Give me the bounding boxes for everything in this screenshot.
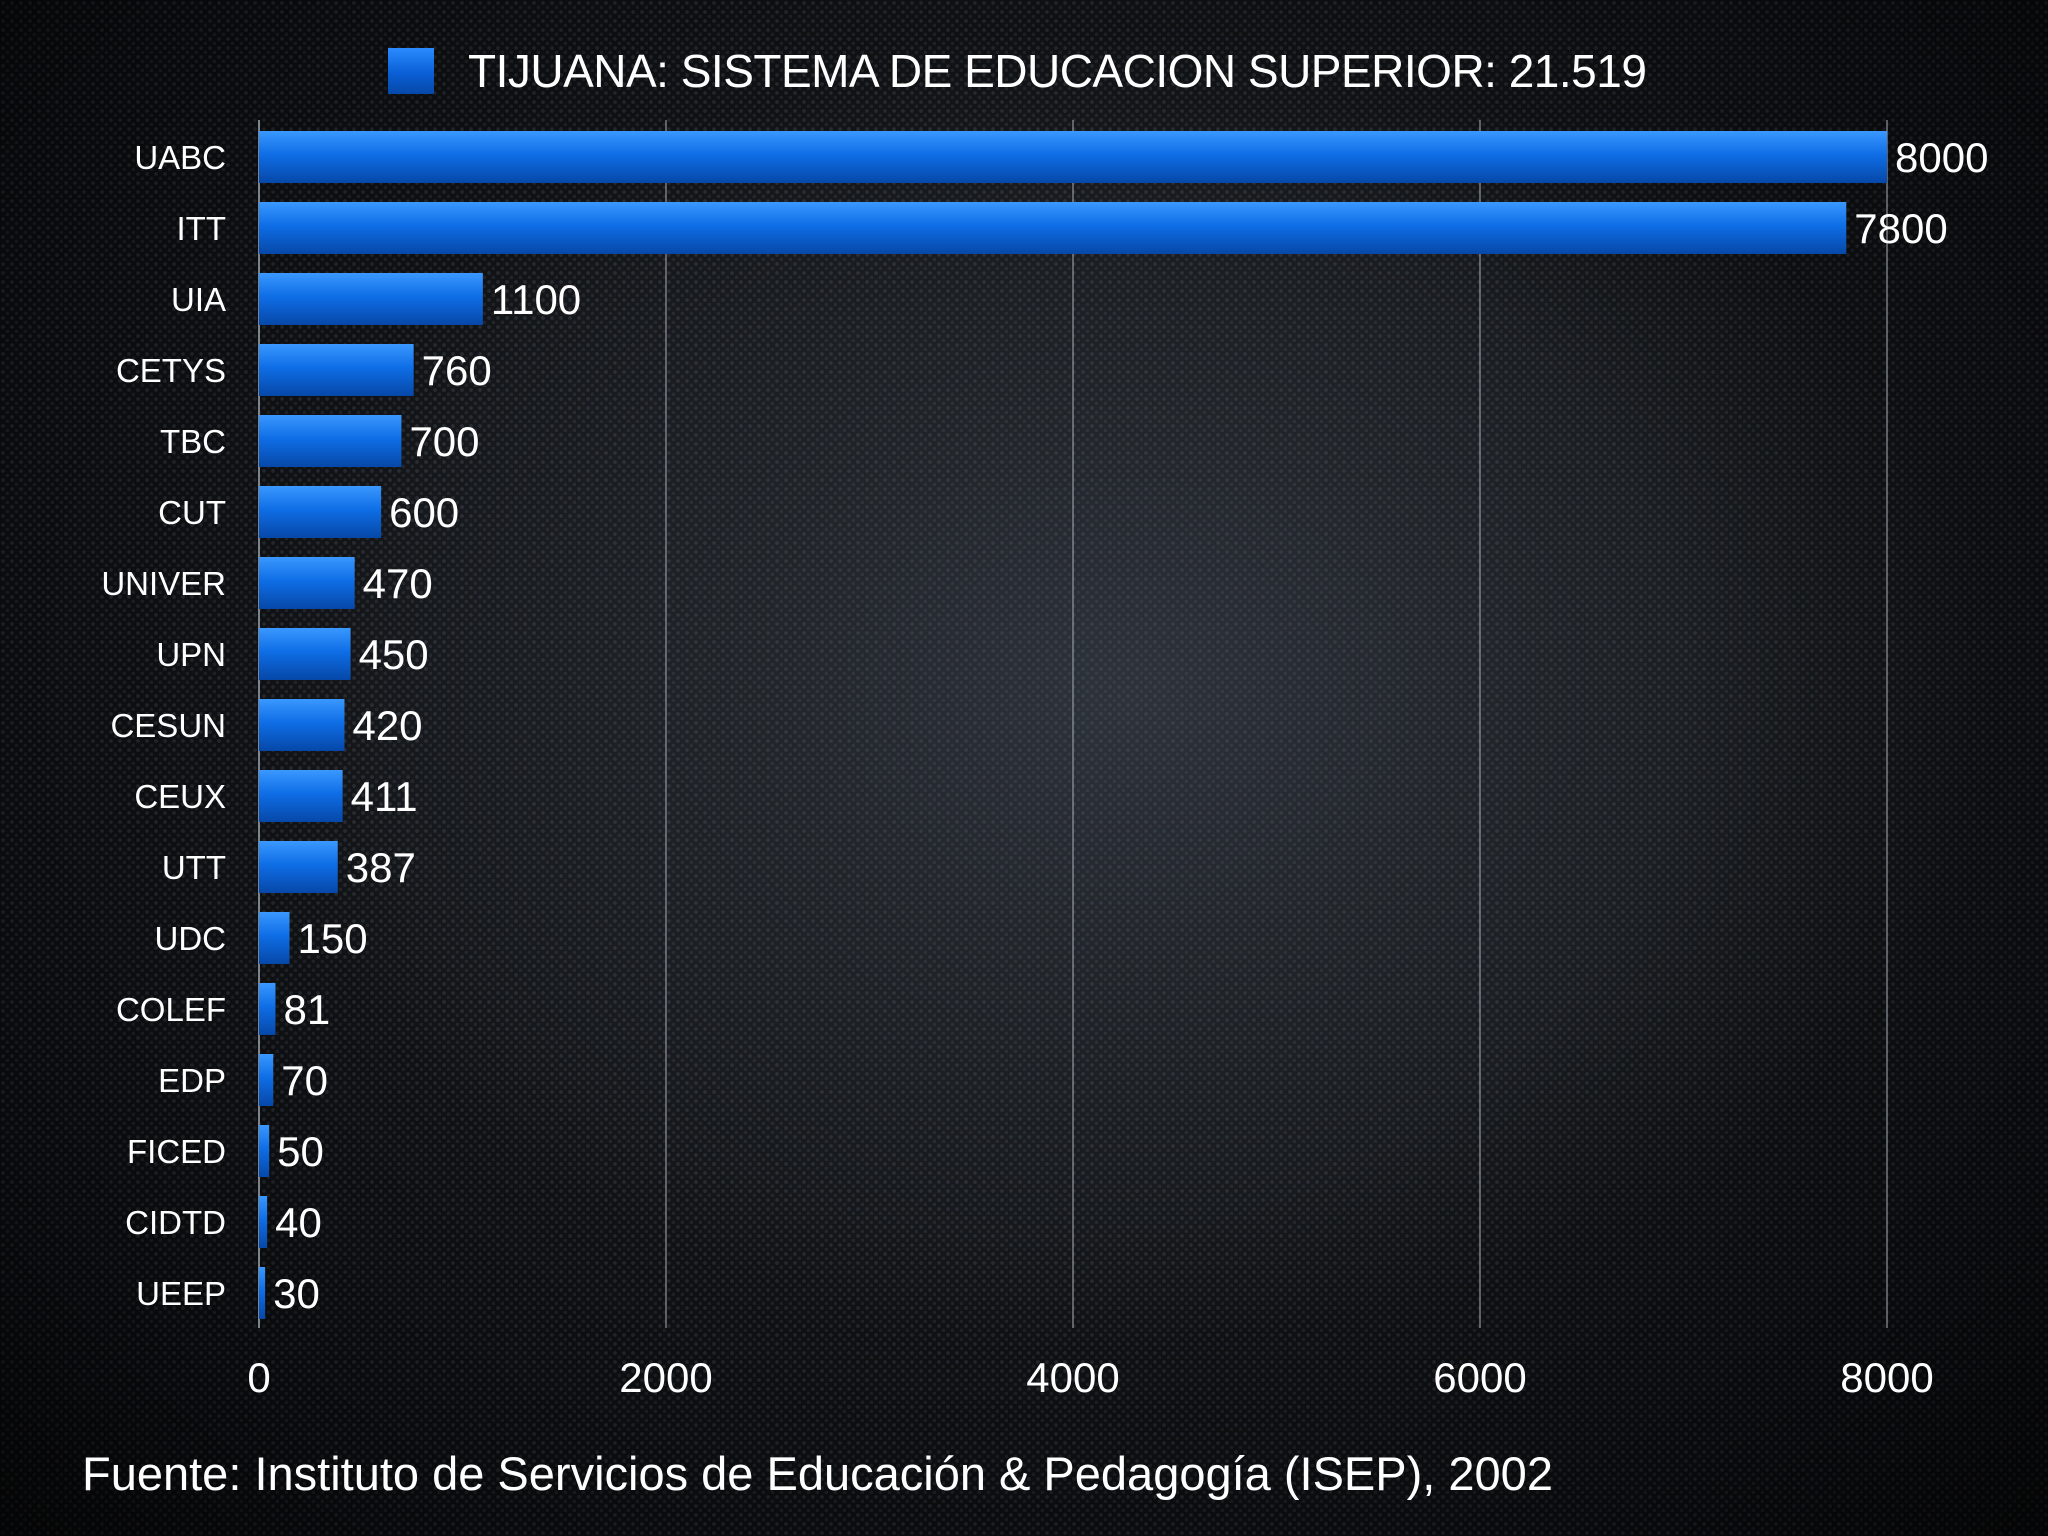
value-label: 8000 bbox=[1895, 134, 1988, 181]
value-label: 30 bbox=[273, 1270, 320, 1317]
category-label: CUT bbox=[158, 494, 226, 531]
value-labels: 8000 7800 1100 760 700 600 470 450 420 411 387 150 8… bbox=[273, 134, 1988, 1317]
bars bbox=[259, 131, 1887, 1319]
category-label: UABC bbox=[134, 139, 226, 176]
bar-udc bbox=[259, 912, 290, 964]
legend-swatch bbox=[388, 48, 434, 94]
value-label: 1100 bbox=[491, 276, 581, 323]
category-label: FICED bbox=[127, 1133, 226, 1170]
value-label: 387 bbox=[346, 844, 416, 891]
category-label: CETYS bbox=[116, 352, 226, 389]
x-axis-ticks: 0 2000 4000 6000 8000 bbox=[247, 1354, 1933, 1401]
category-label: UIA bbox=[171, 281, 226, 318]
value-label: 150 bbox=[298, 915, 368, 962]
bar-univer bbox=[259, 557, 355, 609]
bar-colef bbox=[259, 983, 276, 1035]
bar-cidtd bbox=[259, 1196, 268, 1248]
category-label: UTT bbox=[162, 849, 226, 886]
category-label: ITT bbox=[177, 210, 226, 247]
bar-itt bbox=[259, 202, 1847, 254]
category-label: UDC bbox=[155, 920, 227, 957]
bar-tbc bbox=[259, 415, 402, 467]
category-label: EDP bbox=[158, 1062, 226, 1099]
value-label: 470 bbox=[363, 560, 433, 607]
value-label: 420 bbox=[352, 702, 422, 749]
value-label: 600 bbox=[389, 489, 459, 536]
bar-uabc bbox=[259, 131, 1887, 183]
category-label: UNIVER bbox=[101, 565, 226, 602]
category-label: UEEP bbox=[136, 1275, 226, 1312]
x-tick-label: 4000 bbox=[1026, 1354, 1119, 1401]
bar-ceux bbox=[259, 770, 343, 822]
category-label: TBC bbox=[160, 423, 226, 460]
x-tick-label: 0 bbox=[247, 1354, 270, 1401]
value-label: 40 bbox=[275, 1199, 322, 1246]
bar-upn bbox=[259, 628, 351, 680]
bar-ficed bbox=[259, 1125, 270, 1177]
value-label: 50 bbox=[277, 1128, 324, 1175]
value-label: 450 bbox=[359, 631, 429, 678]
category-label: UPN bbox=[156, 636, 226, 673]
source-note: Fuente: Instituto de Servicios de Educac… bbox=[82, 1447, 1553, 1500]
x-tick-label: 2000 bbox=[619, 1354, 712, 1401]
bar-utt bbox=[259, 841, 338, 893]
bar-cesun bbox=[259, 699, 345, 751]
value-label: 7800 bbox=[1854, 205, 1947, 252]
legend-label: TIJUANA: SISTEMA DE EDUCACION SUPERIOR: … bbox=[468, 45, 1647, 97]
value-label: 760 bbox=[422, 347, 492, 394]
value-label: 81 bbox=[283, 986, 330, 1033]
bar-cetys bbox=[259, 344, 414, 396]
x-tick-label: 8000 bbox=[1840, 1354, 1933, 1401]
value-label: 70 bbox=[281, 1057, 328, 1104]
category-label: CESUN bbox=[110, 707, 226, 744]
legend: TIJUANA: SISTEMA DE EDUCACION SUPERIOR: … bbox=[388, 44, 1647, 98]
category-label: COLEF bbox=[116, 991, 226, 1028]
value-label: 700 bbox=[409, 418, 479, 465]
bar-cut bbox=[259, 486, 382, 538]
category-label: CEUX bbox=[134, 778, 226, 815]
bar-ueep bbox=[259, 1267, 266, 1319]
value-label: 411 bbox=[351, 773, 418, 820]
bar-edp bbox=[259, 1054, 274, 1106]
category-labels: UABC ITT UIA CETYS TBC CUT UNIVER UPN CESUN CEUX U… bbox=[101, 139, 226, 1312]
bar-uia bbox=[259, 273, 483, 325]
category-label: CIDTD bbox=[125, 1204, 226, 1241]
x-tick-label: 6000 bbox=[1433, 1354, 1526, 1401]
